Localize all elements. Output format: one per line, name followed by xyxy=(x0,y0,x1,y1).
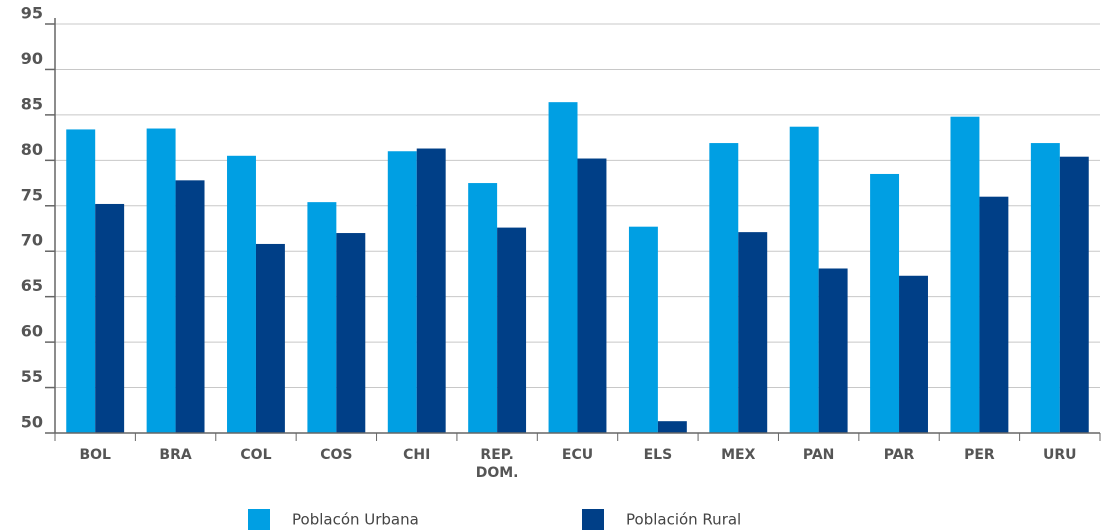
bar xyxy=(628,226,658,433)
bar xyxy=(657,421,687,433)
y-tick-label: 50 xyxy=(21,413,43,432)
bar xyxy=(870,173,900,433)
bar xyxy=(255,243,285,433)
x-tick-label: ELS xyxy=(643,447,673,463)
y-tick-label: 55 xyxy=(21,367,43,386)
y-tick-label: 95 xyxy=(21,4,43,23)
bar xyxy=(709,143,739,433)
bar xyxy=(468,183,498,433)
x-tick-label: ECU xyxy=(561,447,594,463)
x-tick-label: MEX xyxy=(721,447,756,463)
y-tick-label: 85 xyxy=(21,94,43,113)
bar xyxy=(416,148,446,434)
y-tick-label: 80 xyxy=(21,140,43,159)
bar xyxy=(227,155,256,434)
bar xyxy=(789,126,819,434)
x-tick-label: PAN xyxy=(802,447,835,463)
bar xyxy=(899,275,928,433)
bar xyxy=(548,102,578,434)
x-tick-label: BRA xyxy=(159,447,192,463)
x-tick-label: BOL xyxy=(79,447,111,463)
x-tick-label: COS xyxy=(320,447,353,463)
x-tick-label: REP. DOM. xyxy=(475,447,519,481)
legend-label: Población Rural xyxy=(626,511,741,529)
y-tick-label: 65 xyxy=(21,276,43,295)
bar xyxy=(818,268,848,433)
bar xyxy=(307,202,337,433)
y-tick-label: 70 xyxy=(21,231,43,250)
bar xyxy=(1059,156,1089,433)
bar xyxy=(146,128,176,433)
x-tick-label: CHI xyxy=(403,447,431,463)
legend-label: Poblacón Urbana xyxy=(292,511,419,529)
bar xyxy=(336,233,366,433)
bar xyxy=(95,203,125,433)
legend-swatch xyxy=(248,509,270,530)
y-tick-label: 75 xyxy=(21,185,43,204)
bar xyxy=(387,151,417,433)
bar xyxy=(738,232,768,433)
bar xyxy=(950,116,980,433)
legend-swatch xyxy=(582,509,604,530)
bar xyxy=(1030,143,1060,433)
bar xyxy=(175,180,205,433)
x-tick-label: COL xyxy=(240,447,272,463)
y-tick-label: 90 xyxy=(21,49,43,68)
bar xyxy=(66,129,96,434)
x-tick-label: PAR xyxy=(883,447,915,463)
x-tick-label: URU xyxy=(1043,447,1077,463)
x-tick-label: PER xyxy=(964,447,995,463)
bar xyxy=(577,158,607,433)
y-tick-label: 60 xyxy=(21,322,43,341)
bar xyxy=(979,196,1009,433)
bar xyxy=(497,227,527,433)
